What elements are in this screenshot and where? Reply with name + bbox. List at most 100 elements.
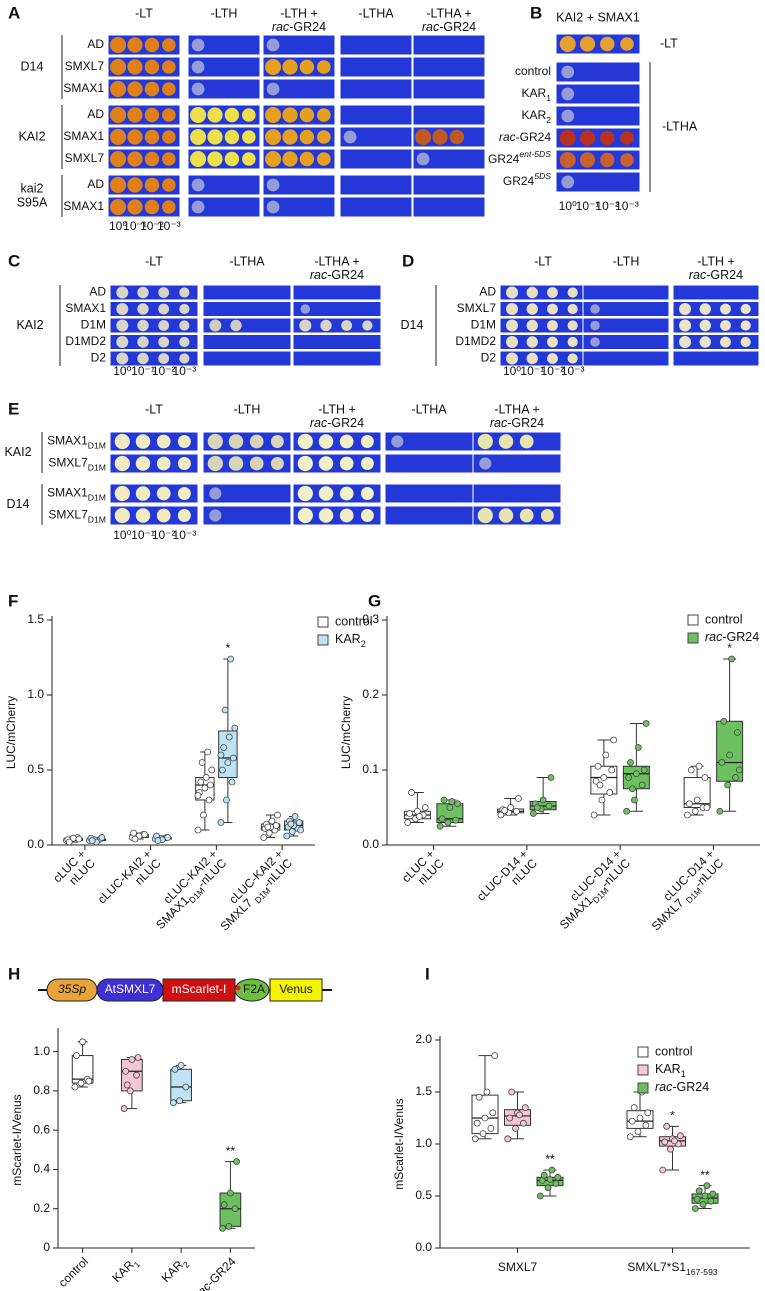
yeast-spot	[135, 486, 151, 501]
yeast-spot	[297, 485, 313, 502]
yeast-spot	[137, 352, 149, 365]
data-point	[554, 1173, 562, 1181]
data-point	[421, 804, 429, 811]
plate	[582, 334, 670, 350]
plate	[202, 334, 292, 350]
yeast-spot	[526, 303, 538, 315]
data-point	[272, 822, 280, 829]
yeast-spot	[299, 151, 315, 167]
yeast-spot	[318, 456, 334, 471]
significance: **	[545, 1152, 555, 1166]
yeast-spot	[740, 336, 751, 348]
data-point	[533, 804, 541, 811]
dilution-label: 10⁰	[113, 364, 131, 378]
column-header: -LTHA	[358, 6, 394, 20]
data-point	[590, 811, 598, 819]
data-point	[600, 774, 608, 781]
text-part: GR24	[503, 174, 535, 188]
data-point	[625, 774, 632, 781]
yeast-spot	[498, 434, 514, 449]
dilution-label: 10⁻³	[173, 364, 197, 378]
data-point	[634, 744, 642, 751]
yeast-spot	[318, 508, 334, 523]
column-header: -LTH	[613, 254, 640, 268]
data-point	[404, 819, 412, 826]
data-point	[194, 792, 202, 799]
data-point	[204, 748, 212, 756]
data-point	[703, 1182, 711, 1189]
yeast-spot	[162, 200, 176, 214]
yeast-spot	[299, 319, 312, 332]
dilution-label: 10⁻³	[157, 219, 181, 233]
text-part: SMAX1	[47, 434, 88, 448]
column-header: -LTHA	[411, 402, 447, 416]
yeast-spot	[135, 508, 151, 523]
yeast-spot	[567, 303, 578, 315]
data-point	[521, 1104, 529, 1111]
data-point	[693, 1195, 701, 1203]
yeast-spot	[162, 178, 176, 192]
yeast-spot	[699, 319, 711, 332]
y-tick-label: 1.5	[27, 612, 44, 626]
yeast-spot	[297, 507, 313, 524]
text-part: rac	[272, 20, 290, 34]
data-point	[126, 1087, 134, 1095]
column-header: -LT	[135, 6, 153, 20]
yeast-spot	[242, 130, 256, 144]
data-point	[547, 774, 555, 781]
plate	[412, 126, 486, 148]
yeast-spot	[320, 319, 332, 332]
plate	[187, 148, 261, 170]
row-label: D1MD2	[455, 334, 496, 348]
yeast-spot	[224, 129, 240, 145]
plate	[202, 284, 292, 301]
group-label: D14	[7, 497, 30, 511]
yeast-spot	[317, 130, 331, 144]
yeast-spot	[720, 320, 731, 331]
data-point	[594, 762, 602, 770]
plate	[412, 174, 486, 196]
data-point	[608, 766, 616, 774]
construct-marker	[235, 985, 241, 991]
data-point	[519, 1119, 527, 1127]
y-tick-label: 0.4	[33, 1162, 50, 1176]
plate	[187, 126, 261, 148]
yeast-spot	[116, 286, 129, 299]
data-point	[716, 807, 724, 815]
yeast-spot	[179, 320, 190, 331]
yeast-spot	[191, 38, 205, 52]
panel-letter: A	[8, 3, 20, 22]
plate	[339, 196, 413, 218]
yeast-spot	[300, 304, 311, 314]
yeast-spot	[191, 178, 205, 192]
yeast-spot	[620, 153, 634, 167]
dilution-label: 10⁻³	[173, 528, 197, 542]
yeast-spot	[191, 60, 205, 74]
data-point	[120, 1105, 128, 1112]
dilution-label: 10⁻¹	[520, 364, 544, 378]
data-point	[231, 1205, 239, 1213]
data-point	[141, 831, 149, 838]
row-label: AD	[87, 177, 104, 191]
data-point	[217, 751, 225, 759]
panel-letter: I	[425, 964, 430, 983]
plate	[262, 56, 336, 78]
yeast-spot	[506, 303, 519, 315]
yeast-spot	[547, 353, 558, 364]
plate	[555, 83, 641, 105]
text-part: rac	[490, 416, 508, 430]
plate	[384, 505, 474, 526]
dilution-label: 10⁻³	[561, 364, 585, 378]
yeast-spot	[343, 130, 357, 144]
panel-letter: D	[402, 251, 414, 270]
plate	[202, 431, 292, 452]
plate	[187, 78, 261, 100]
column-header: -LTHA +	[494, 402, 539, 416]
legend-label: control	[705, 612, 743, 626]
plate	[109, 284, 199, 301]
text-part: D1M	[88, 463, 106, 473]
plate	[672, 317, 760, 334]
column-header: -LTH +	[280, 6, 318, 20]
data-point	[88, 837, 96, 844]
yeast-spot	[177, 435, 191, 448]
